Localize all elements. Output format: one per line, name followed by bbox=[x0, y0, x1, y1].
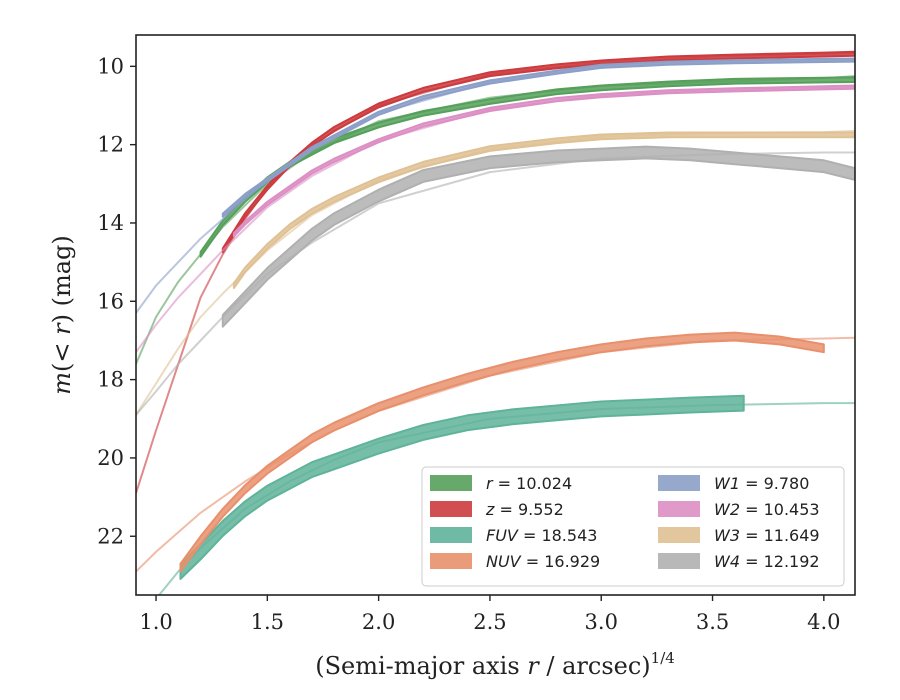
x-tick-label: 1.0 bbox=[139, 610, 172, 634]
measured-band-W2 bbox=[232, 84, 855, 238]
legend-frame bbox=[421, 466, 845, 587]
legend-swatch-W3 bbox=[658, 527, 700, 543]
y-tick-label: 10 bbox=[97, 54, 124, 78]
legend-label-W1: W1 = 9.780 bbox=[714, 474, 809, 493]
plot-frame bbox=[135, 34, 856, 596]
legend-swatch-W4 bbox=[658, 553, 700, 569]
y-axis: 10 12 14 16 18 20 22 bbox=[97, 54, 136, 548]
x-tick-label: 2.0 bbox=[362, 610, 395, 634]
legend-swatch-z bbox=[430, 501, 472, 517]
x-tick-label: 3.5 bbox=[696, 610, 729, 634]
legend-label-z: z = 9.552 bbox=[485, 500, 564, 519]
y-axis-label: m(< r) (mag) bbox=[48, 235, 76, 395]
legend-swatch-r bbox=[430, 475, 472, 491]
y-tick-label: 22 bbox=[97, 524, 124, 548]
legend-swatch-W1 bbox=[658, 475, 700, 491]
x-tick-label: 3.0 bbox=[585, 610, 618, 634]
measured-band-W1 bbox=[221, 57, 855, 218]
measured-band-FUV bbox=[179, 394, 745, 580]
x-axis: 1.0 1.5 2.0 2.5 3.0 3.5 4.0 bbox=[139, 595, 841, 634]
legend-label-W2: W2 = 10.453 bbox=[714, 500, 820, 519]
y-tick-label: 14 bbox=[97, 211, 124, 235]
measured-band-W3 bbox=[232, 131, 855, 289]
legend-label-r: r = 10.024 bbox=[486, 474, 572, 493]
x-tick-label: 1.5 bbox=[251, 610, 284, 634]
legend-swatch-NUV bbox=[430, 553, 472, 569]
legend-swatch-FUV bbox=[430, 527, 472, 543]
measured-band-W4 bbox=[221, 145, 855, 328]
y-tick-label: 12 bbox=[97, 133, 124, 157]
y-tick-label: 20 bbox=[97, 446, 124, 470]
x-axis-label: (Semi-major axis r / arcsec)1/4 bbox=[315, 649, 675, 680]
legend-label-W3: W3 = 11.649 bbox=[714, 526, 820, 545]
legend: r = 10.024 z = 9.552 FUV = 18.543 NUV = 16.… bbox=[421, 466, 845, 587]
x-tick-label: 4.0 bbox=[807, 610, 840, 634]
legend-label-W4: W4 = 12.192 bbox=[714, 552, 820, 571]
y-tick-label: 18 bbox=[97, 368, 124, 392]
x-tick-label: 2.5 bbox=[473, 610, 506, 634]
legend-label-NUV: NUV = 16.929 bbox=[486, 552, 600, 571]
legend-swatch-W2 bbox=[658, 501, 700, 517]
legend-label-FUV: FUV = 18.543 bbox=[486, 526, 597, 545]
measured-band-NUV bbox=[179, 331, 825, 573]
series-layer bbox=[136, 50, 855, 595]
y-tick-label: 16 bbox=[97, 289, 124, 313]
